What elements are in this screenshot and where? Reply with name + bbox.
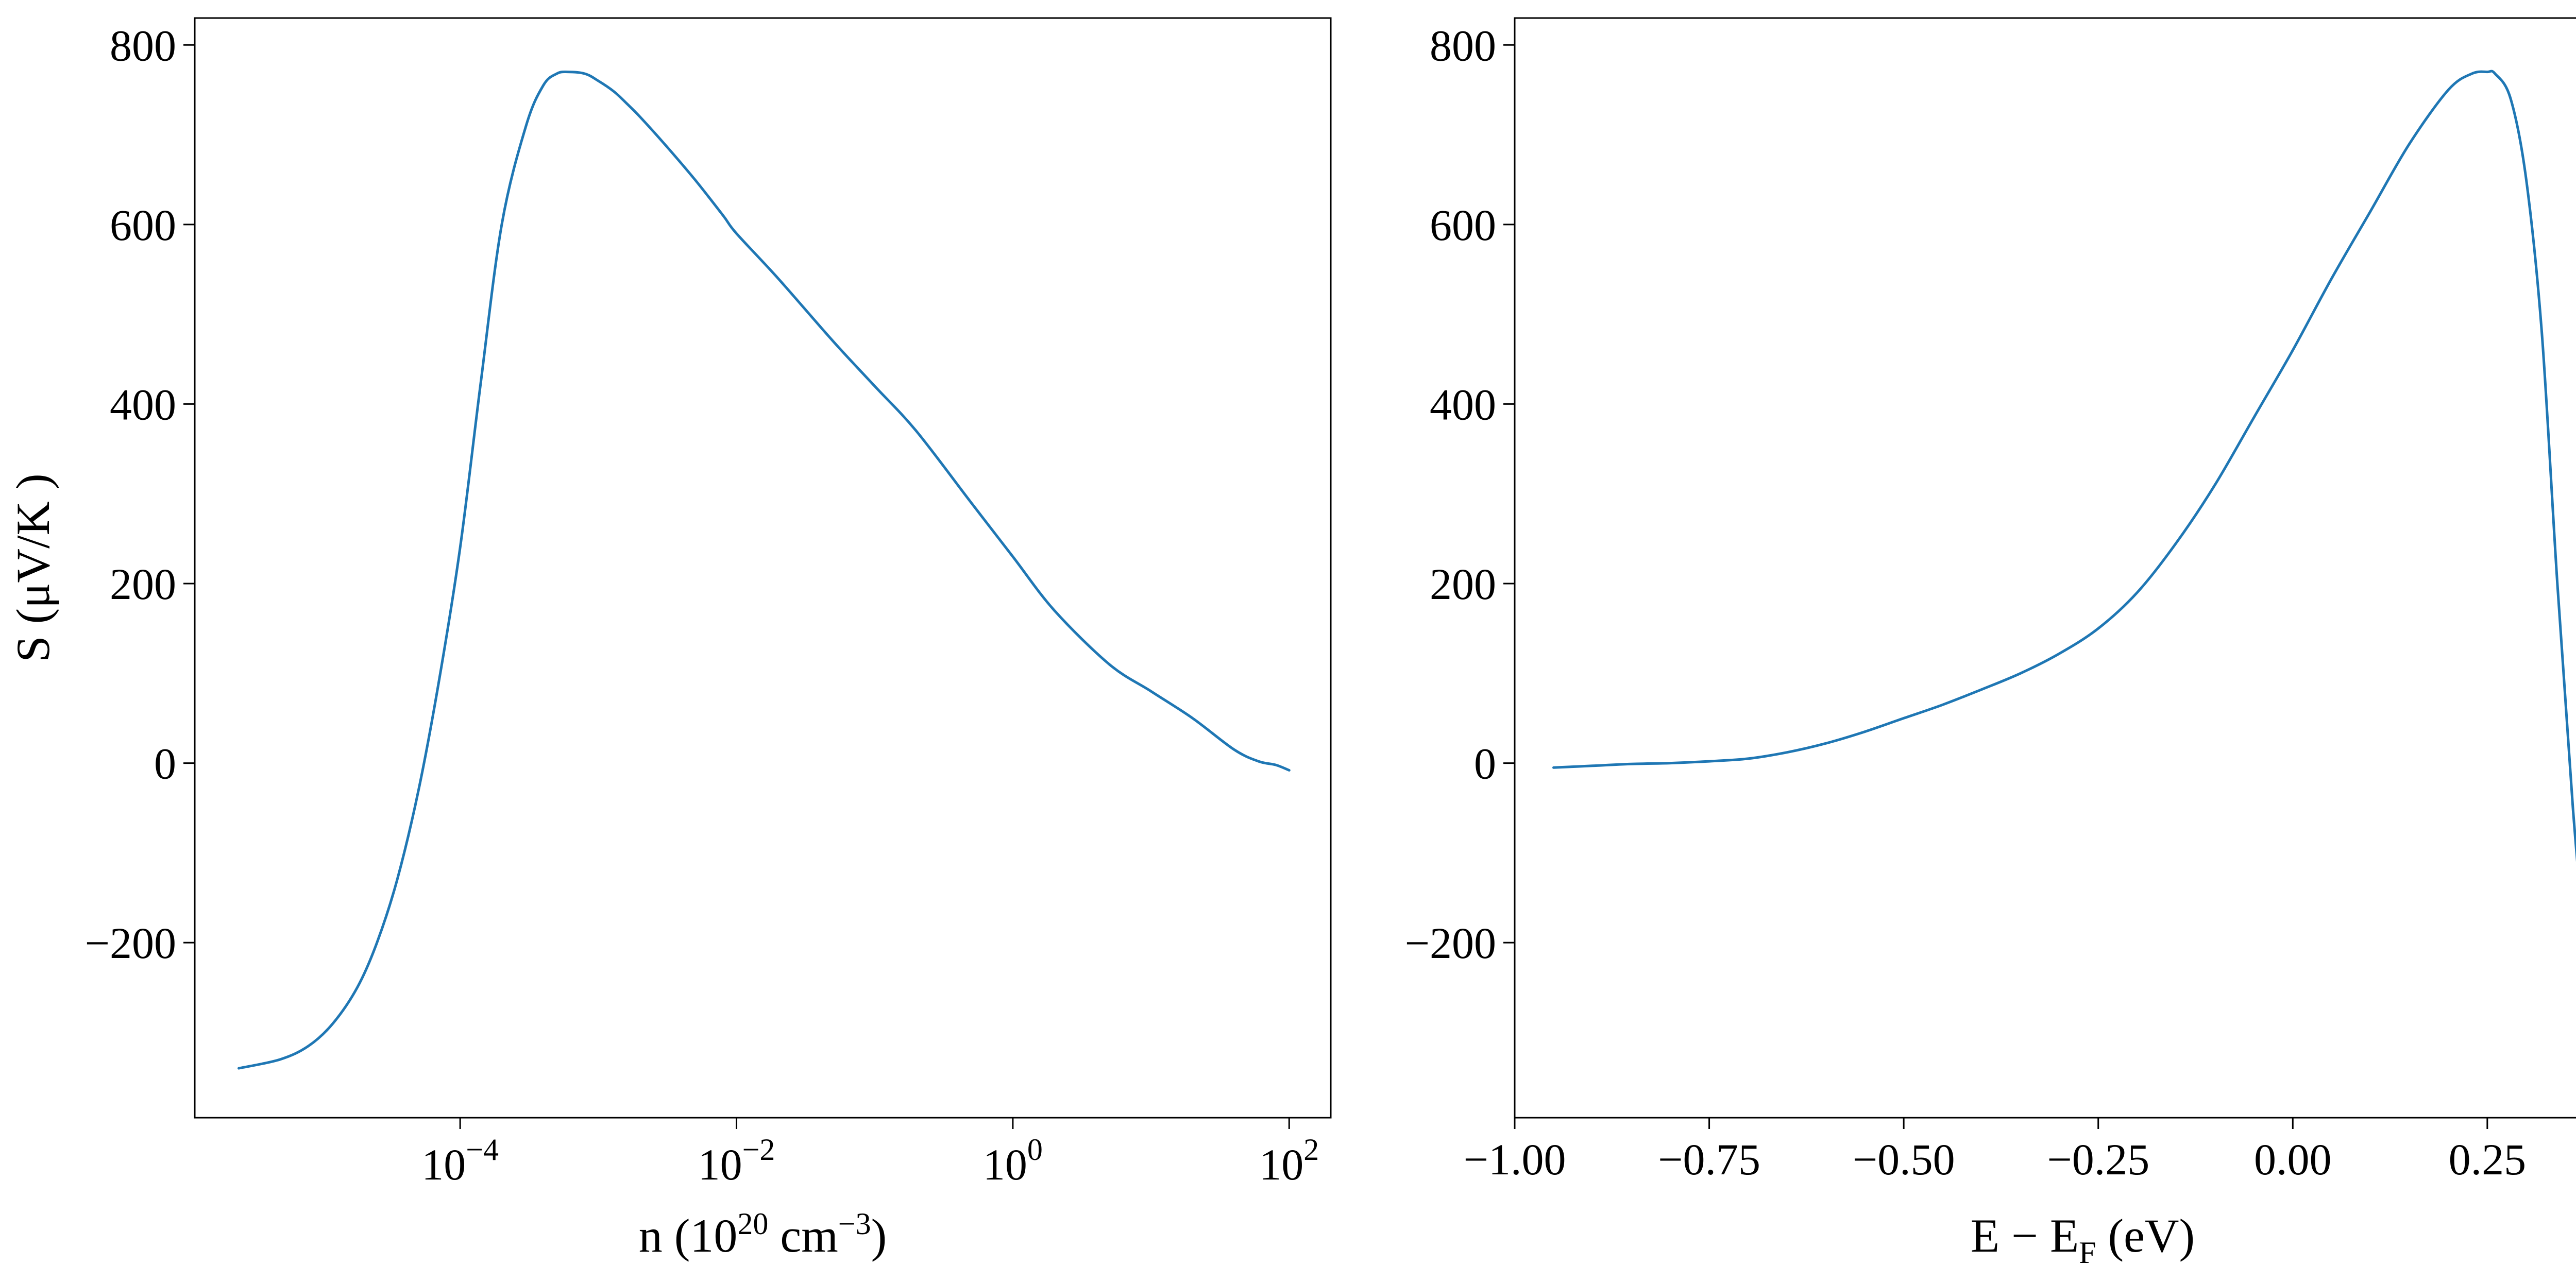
x-tick-base: 10 (983, 1140, 1027, 1189)
series-line-0 (1552, 70, 2576, 863)
x-tick-label: −0.50 (1853, 1135, 1955, 1184)
x-tick-label: −0.75 (1658, 1135, 1760, 1184)
x-tick-base: 10 (1259, 1140, 1303, 1189)
y-tick-label: 400 (1430, 380, 1496, 429)
right-panel-series (1552, 70, 2576, 863)
y-tick-label: 800 (1430, 21, 1496, 70)
y-tick-label: −200 (1404, 918, 1496, 968)
xlabel-close: ) (871, 1209, 887, 1262)
x-tick-exponent: −4 (466, 1133, 499, 1167)
y-tick-label: 800 (110, 21, 176, 70)
xlabel-exponent-1: 20 (737, 1207, 768, 1241)
y-tick-label: −200 (84, 918, 176, 968)
y-tick-label: 200 (1430, 559, 1496, 609)
left-panel-ticks (183, 44, 1290, 1129)
y-tick-label: 600 (110, 200, 176, 250)
x-tick-label: 0.00 (2254, 1135, 2332, 1184)
x-tick-exponent: −2 (742, 1133, 775, 1167)
x-tick-label: 10−2 (698, 1133, 775, 1189)
x-tick-base: 10 (421, 1140, 466, 1189)
right-panel-ticks (1503, 44, 2488, 1129)
x-tick-label: −0.25 (2047, 1135, 2149, 1184)
left-panel-ylabel: S (μV/K ) (7, 473, 59, 662)
x-tick-label: −1.00 (1463, 1135, 1566, 1184)
y-tick-label: 400 (110, 380, 176, 429)
y-tick-label: 0 (154, 739, 176, 789)
y-tick-label: 600 (1430, 200, 1496, 250)
x-tick-label: 102 (1259, 1133, 1319, 1189)
left-panel-frame (194, 17, 1332, 1119)
xlabel-unit: cm (768, 1209, 838, 1262)
x-tick-exponent: 2 (1303, 1133, 1319, 1167)
y-tick-label: 0 (1474, 739, 1496, 789)
xlabel-main: E − E (1971, 1209, 2079, 1262)
x-tick-exponent: 0 (1027, 1133, 1043, 1167)
right-panel-frame (1514, 17, 2576, 1119)
series-line-0 (238, 71, 1291, 1070)
left-panel-xlabel: n (1020 cm−3) (639, 1207, 887, 1262)
x-tick-label: 0.25 (2449, 1135, 2527, 1184)
left-panel-series (238, 71, 1291, 1070)
xlabel-exponent-2: −3 (838, 1207, 871, 1241)
y-tick-label: 200 (110, 559, 176, 609)
xlabel-unit: (eV) (2096, 1209, 2195, 1262)
right-panel-tick-labels: −200 0 200 400 600 800 −1.00 −0.75 −0.50 −0.25 0.0… (1404, 21, 2526, 1184)
right-panel-xlabel: E − EF (eV) (1971, 1209, 2195, 1270)
x-tick-label: 10−4 (421, 1133, 499, 1189)
xlabel-main: n (10 (639, 1209, 738, 1262)
right-panel-plot: −200 0 200 400 600 800 −1.00 −0.75 −0.50 −0.25 0.0… (1404, 17, 2576, 1270)
x-tick-label: 100 (983, 1133, 1043, 1189)
xlabel-subscript: F (2079, 1236, 2096, 1270)
x-tick-base: 10 (698, 1140, 742, 1189)
